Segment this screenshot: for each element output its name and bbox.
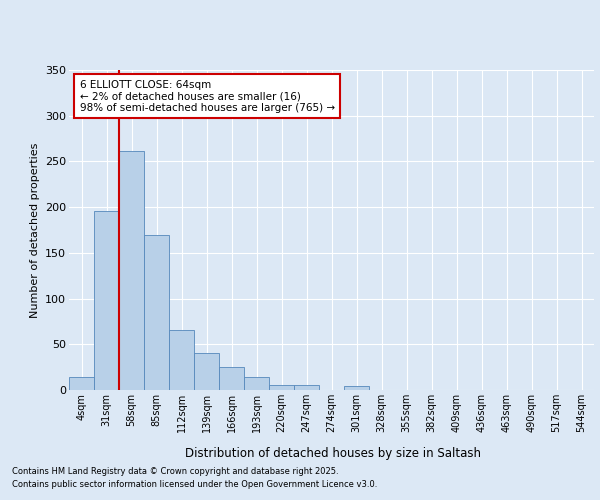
Bar <box>244 377 269 390</box>
Bar <box>69 377 94 390</box>
Text: 6 ELLIOTT CLOSE: 64sqm
← 2% of detached houses are smaller (16)
98% of semi-deta: 6 ELLIOTT CLOSE: 64sqm ← 2% of detached … <box>79 80 335 113</box>
Y-axis label: Number of detached properties: Number of detached properties <box>29 142 40 318</box>
Bar <box>219 367 244 390</box>
Bar <box>169 330 194 390</box>
Bar <box>94 211 119 390</box>
Text: Contains public sector information licensed under the Open Government Licence v3: Contains public sector information licen… <box>12 480 377 489</box>
Bar <box>269 384 294 390</box>
Bar <box>144 236 169 390</box>
Text: Distribution of detached houses by size in Saltash: Distribution of detached houses by size … <box>185 448 481 460</box>
Bar <box>294 386 319 390</box>
Text: Contains HM Land Registry data © Crown copyright and database right 2025.: Contains HM Land Registry data © Crown c… <box>12 467 338 476</box>
Bar <box>344 386 369 390</box>
Bar <box>119 152 144 390</box>
Bar <box>194 354 219 390</box>
